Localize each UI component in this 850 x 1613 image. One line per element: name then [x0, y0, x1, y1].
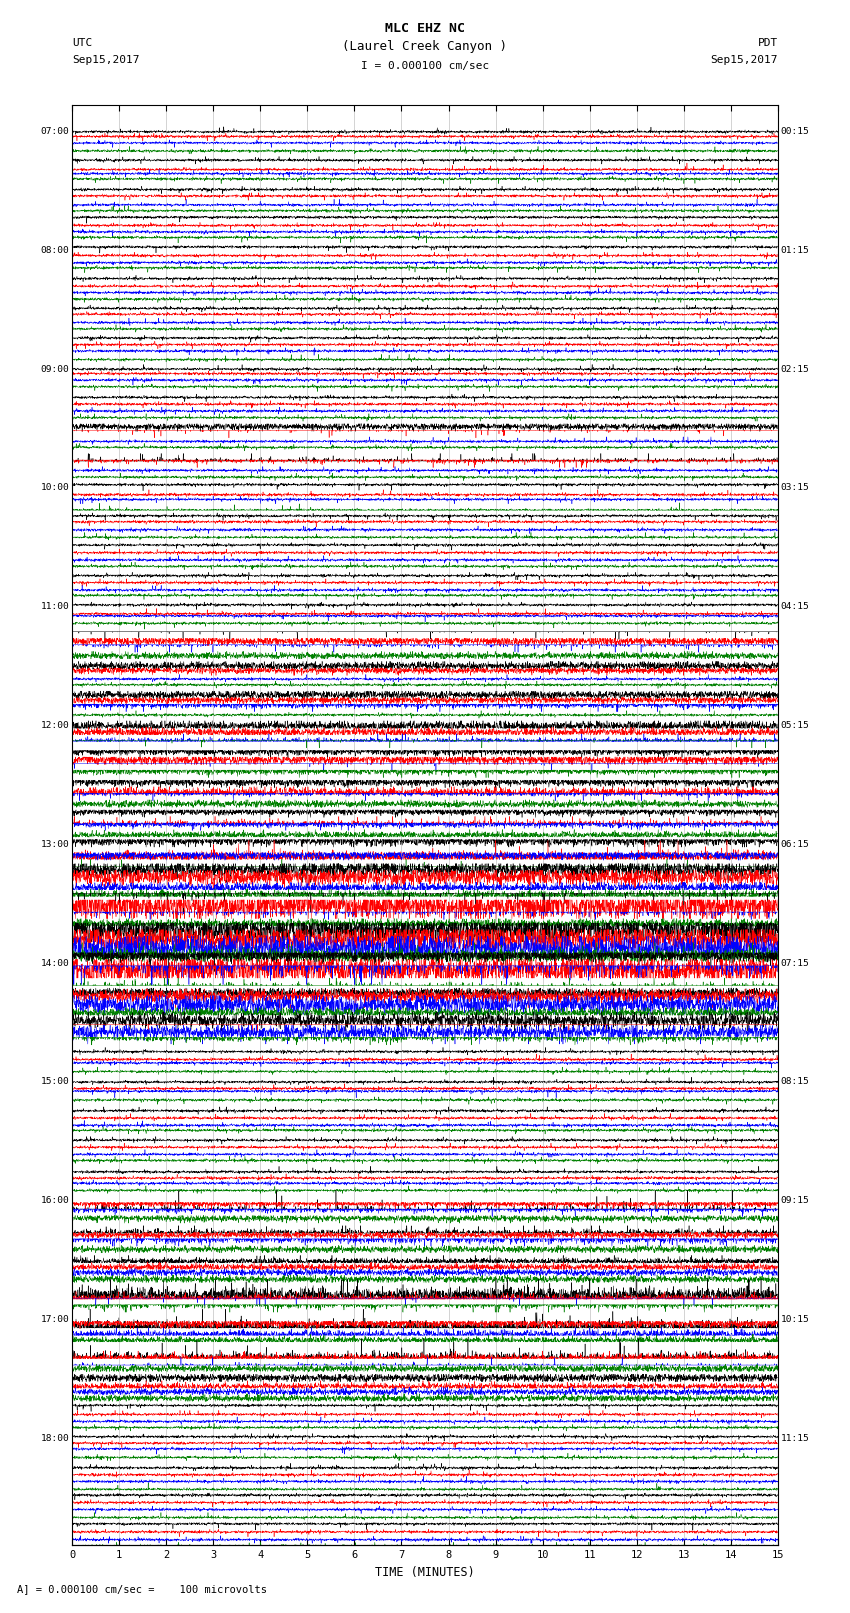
Text: A] = 0.000100 cm/sec =    100 microvolts: A] = 0.000100 cm/sec = 100 microvolts — [17, 1584, 267, 1594]
Text: UTC: UTC — [72, 39, 93, 48]
Text: I = 0.000100 cm/sec: I = 0.000100 cm/sec — [361, 61, 489, 71]
Text: Sep15,2017: Sep15,2017 — [711, 55, 778, 65]
X-axis label: TIME (MINUTES): TIME (MINUTES) — [375, 1566, 475, 1579]
Text: (Laurel Creek Canyon ): (Laurel Creek Canyon ) — [343, 40, 507, 53]
Text: PDT: PDT — [757, 39, 778, 48]
Text: MLC EHZ NC: MLC EHZ NC — [385, 23, 465, 35]
Text: Sep15,2017: Sep15,2017 — [72, 55, 139, 65]
